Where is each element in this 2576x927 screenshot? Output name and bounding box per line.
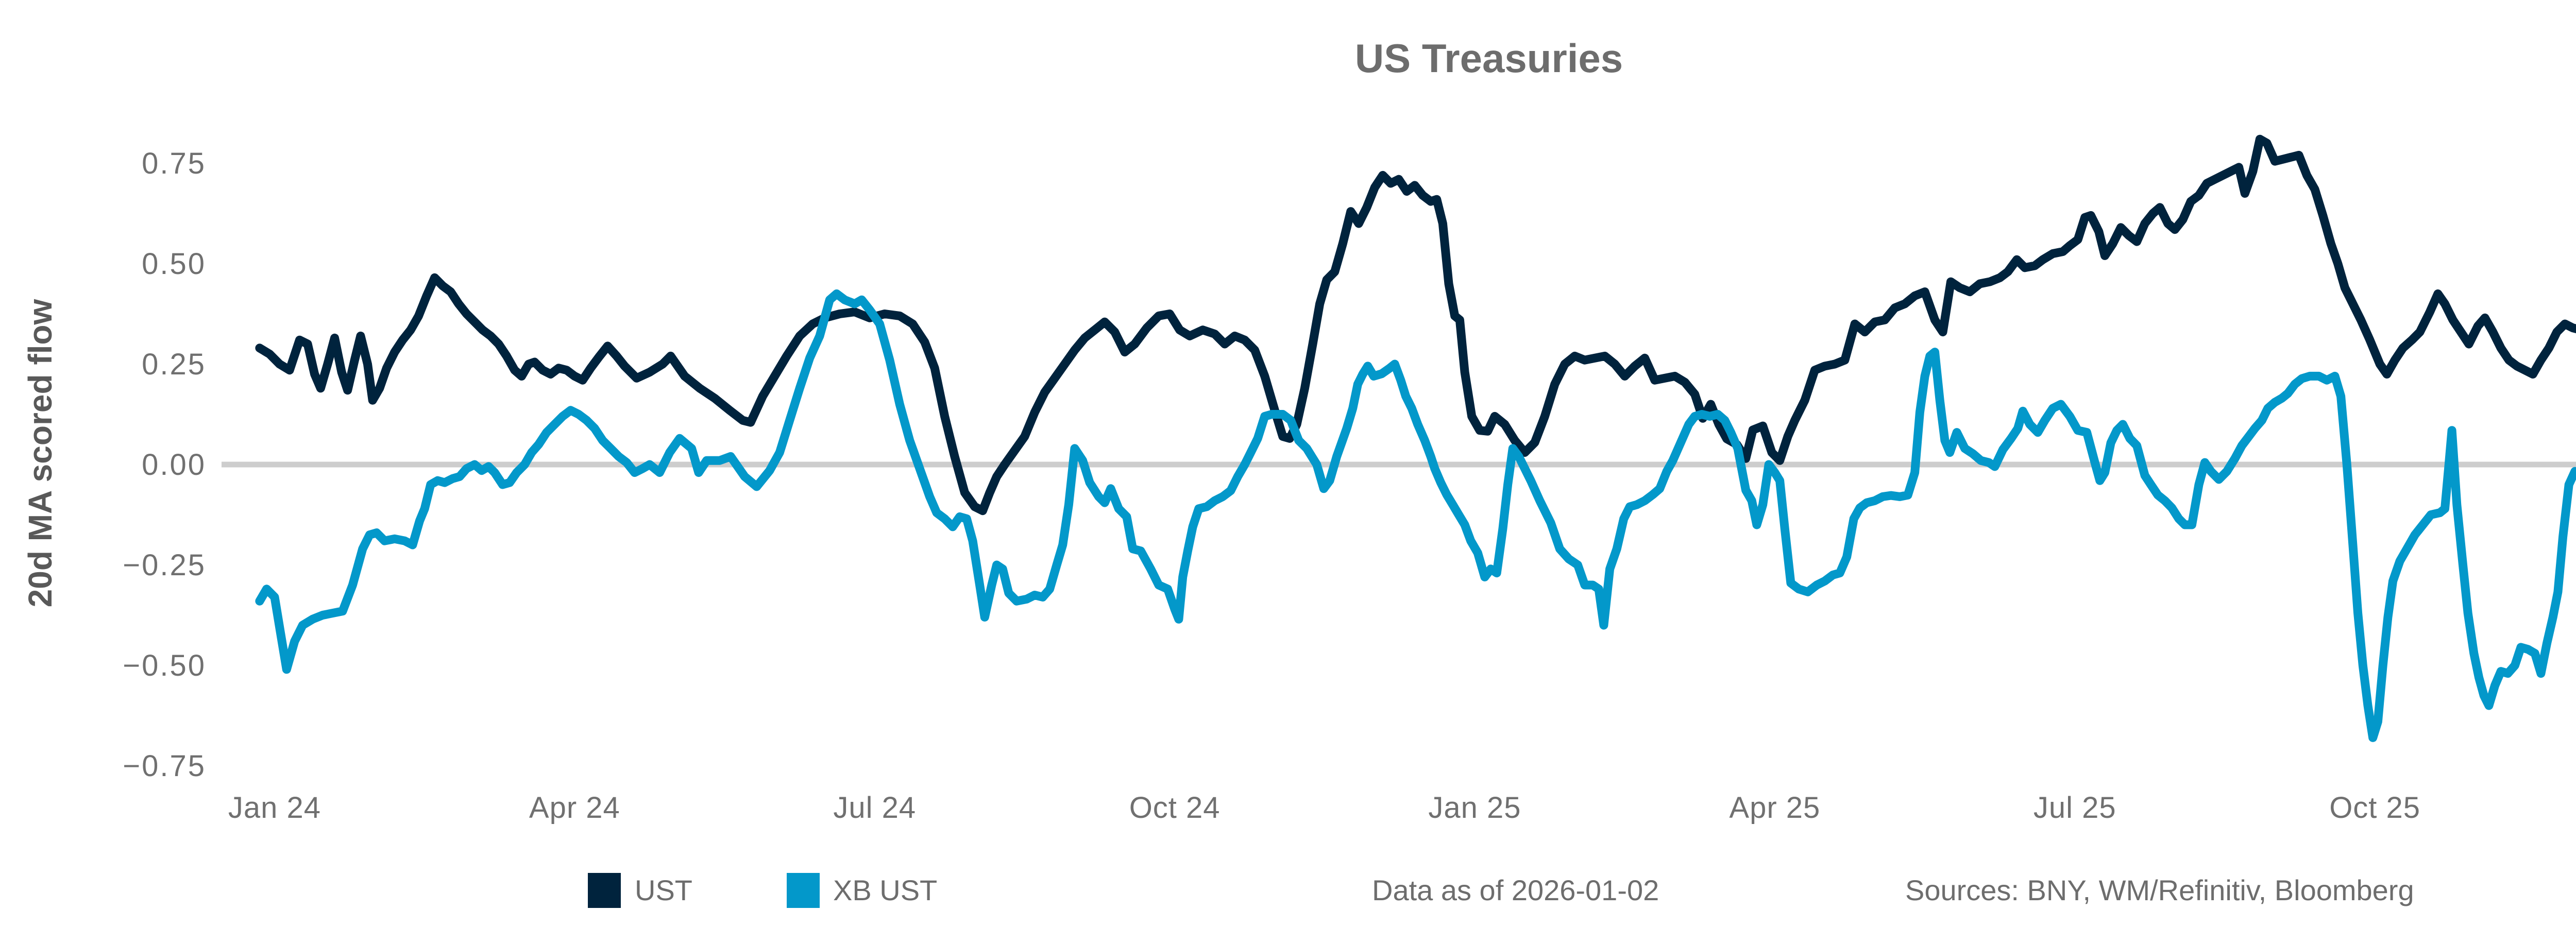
data-as-of-note: Data as of 2026-01-02	[1372, 874, 1659, 906]
x-tick-label: Jan 25	[1428, 791, 1521, 825]
x-tick-label: Jul 24	[833, 791, 916, 825]
y-tick-label: 0.25	[142, 348, 206, 381]
chart-title: US Treasuries	[1355, 36, 1623, 81]
legend-swatch-ust	[588, 873, 621, 908]
legend-swatch-xb-ust	[787, 873, 820, 908]
y-axis-tick-labels: 0.75 0.50 0.25 0.00 −0.25 −0.50 −0.75	[123, 147, 206, 783]
y-tick-label: −0.75	[123, 749, 206, 783]
y-tick-label: −0.25	[123, 548, 206, 582]
series-line-ust	[255, 134, 2576, 516]
sources-note: Sources: BNY, WM/Refinitiv, Bloomberg	[1905, 874, 2414, 906]
x-tick-label: Jan 24	[228, 791, 321, 825]
x-tick-label: Apr 24	[529, 791, 620, 825]
y-tick-label: −0.50	[123, 649, 206, 682]
x-tick-label: Apr 25	[1729, 791, 1820, 825]
chart-series	[255, 134, 2576, 742]
y-tick-label: 0.50	[142, 247, 206, 281]
legend-label-xb-ust: XB UST	[833, 874, 937, 906]
y-tick-label: 0.75	[142, 147, 206, 180]
x-axis-tick-labels: Jan 24 Apr 24 Jul 24 Oct 24 Jan 25 Apr 25 Jul …	[228, 791, 2420, 825]
y-axis-title: 20d MA scored flow	[22, 299, 59, 607]
x-tick-label: Oct 25	[2329, 791, 2420, 825]
y-tick-label: 0.00	[142, 448, 206, 482]
legend-label-ust: UST	[635, 874, 692, 906]
chart-legend: UST XB UST	[588, 873, 937, 908]
x-tick-label: Jul 25	[2033, 791, 2116, 825]
series-line-xb-ust	[255, 289, 2576, 742]
x-tick-label: Oct 24	[1129, 791, 1221, 825]
